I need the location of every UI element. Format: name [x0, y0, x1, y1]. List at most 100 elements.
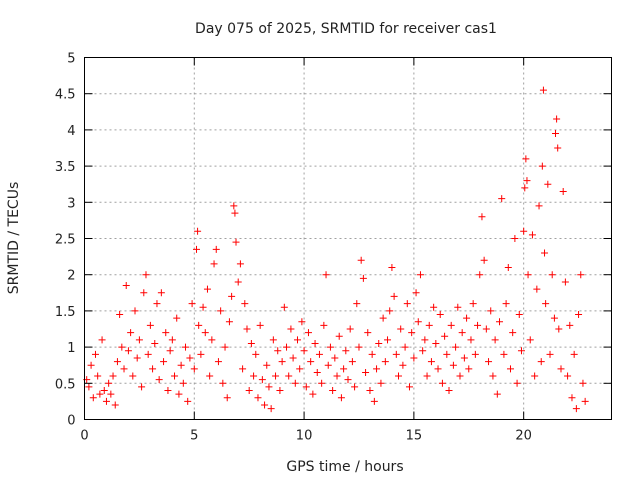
data-point	[570, 350, 578, 358]
chart-title: Day 075 of 2025, SRMTID for receiver cas…	[195, 21, 497, 37]
data-point	[517, 347, 525, 355]
data-point	[146, 321, 154, 329]
data-point	[166, 347, 174, 355]
data-point	[471, 350, 479, 358]
data-point	[568, 394, 576, 402]
data-point	[135, 336, 143, 344]
data-point	[579, 379, 587, 387]
y-tick-label: 4	[67, 124, 75, 139]
data-point	[546, 350, 554, 358]
data-point	[231, 209, 239, 217]
data-point	[144, 350, 152, 358]
y-tick-label: 2.5	[55, 233, 76, 248]
data-point	[513, 379, 521, 387]
data-point	[318, 379, 326, 387]
data-point	[230, 202, 238, 210]
data-point	[427, 358, 435, 366]
data-point	[456, 372, 464, 380]
data-point	[533, 285, 541, 293]
data-point	[506, 365, 514, 373]
y-tick-label: 0	[67, 414, 75, 429]
data-point	[151, 339, 159, 347]
data-point	[256, 321, 264, 329]
data-point	[537, 358, 545, 366]
data-point	[460, 354, 468, 362]
data-point	[386, 307, 394, 315]
data-point	[138, 383, 146, 391]
data-point	[197, 350, 205, 358]
data-point	[368, 350, 376, 358]
data-point	[430, 303, 438, 311]
x-tick-label: 5	[190, 429, 198, 444]
y-tick-label: 2	[67, 269, 75, 284]
data-point	[572, 405, 580, 413]
data-point	[100, 387, 108, 395]
data-point	[109, 372, 117, 380]
y-tick-label: 3	[67, 196, 75, 211]
data-point	[164, 387, 172, 395]
data-point	[554, 144, 562, 152]
data-point	[351, 383, 359, 391]
data-point	[416, 271, 424, 279]
data-point	[485, 358, 493, 366]
data-point	[423, 372, 431, 380]
data-point	[353, 300, 361, 308]
data-point	[199, 303, 207, 311]
data-point	[107, 390, 115, 398]
data-point	[401, 343, 409, 351]
data-point	[541, 249, 549, 257]
x-tick-label: 20	[515, 429, 532, 444]
data-point	[445, 387, 453, 395]
data-point	[357, 256, 365, 264]
data-point	[162, 329, 170, 337]
data-point	[550, 314, 558, 322]
data-point	[232, 238, 240, 246]
data-point	[94, 372, 102, 380]
data-point	[214, 358, 222, 366]
data-point	[523, 177, 531, 185]
data-point	[511, 235, 519, 242]
data-point	[118, 343, 126, 351]
data-point	[577, 271, 585, 279]
data-point	[133, 354, 141, 362]
data-point	[329, 387, 337, 395]
data-point	[210, 260, 218, 268]
data-point	[392, 350, 400, 358]
data-point	[526, 336, 534, 344]
data-point	[542, 300, 550, 308]
data-point	[91, 350, 99, 358]
data-point	[340, 365, 348, 373]
data-point	[443, 350, 451, 358]
data-point	[500, 350, 508, 358]
points-layer	[83, 86, 589, 413]
data-point	[302, 383, 310, 391]
data-point	[89, 394, 97, 402]
data-point	[384, 336, 392, 344]
data-point	[403, 300, 411, 308]
data-point	[474, 321, 482, 329]
data-point	[491, 336, 499, 344]
data-point	[557, 365, 565, 373]
data-point	[348, 358, 356, 366]
data-point	[177, 361, 185, 369]
data-point	[188, 300, 196, 308]
data-point	[267, 405, 275, 413]
data-point	[438, 379, 446, 387]
data-point	[454, 303, 462, 311]
data-point	[493, 390, 501, 398]
data-point	[192, 245, 200, 253]
data-point	[408, 329, 416, 337]
data-point	[116, 311, 124, 319]
data-point	[149, 365, 157, 373]
data-point	[168, 336, 176, 344]
data-point	[467, 336, 475, 344]
data-point	[111, 401, 119, 409]
x-tick-label: 15	[406, 429, 423, 444]
data-point	[355, 343, 363, 351]
data-point	[555, 325, 563, 333]
data-point	[425, 321, 433, 329]
data-point	[219, 379, 227, 387]
data-point	[419, 347, 427, 355]
data-point	[447, 321, 455, 329]
data-point	[252, 350, 260, 358]
